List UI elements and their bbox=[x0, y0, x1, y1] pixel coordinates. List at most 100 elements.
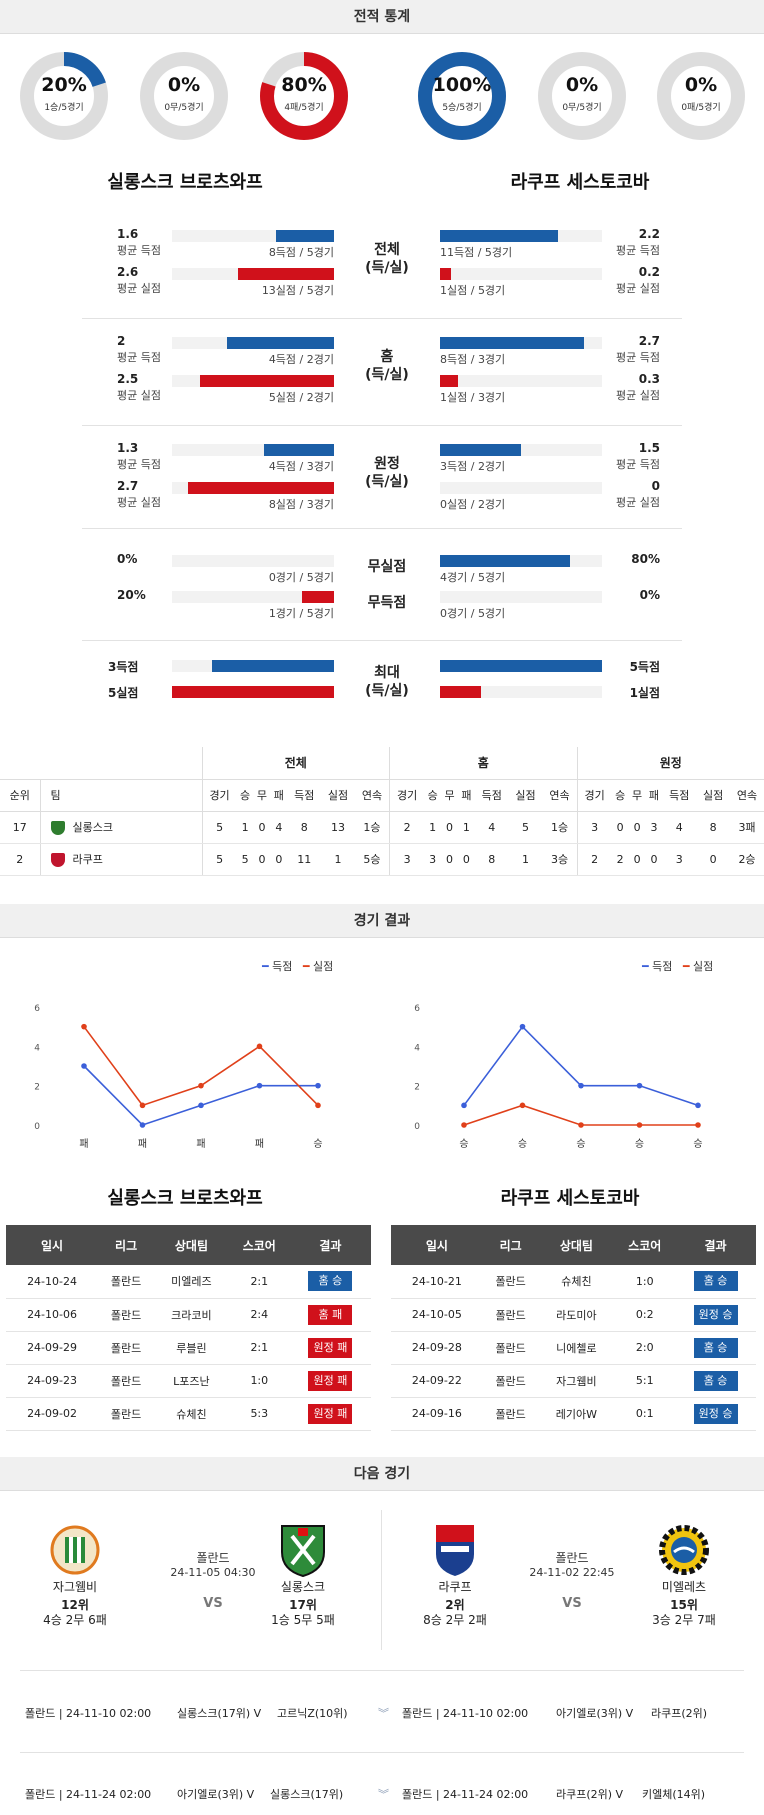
results-row[interactable]: 24-09-22 폴란드 자그웸비 5:1 홈 승 bbox=[391, 1364, 756, 1398]
stat-label: 평균 득점 bbox=[616, 244, 660, 257]
result-badge: 원정 패 bbox=[308, 1403, 353, 1424]
stat-bar bbox=[440, 444, 521, 456]
conceded-point bbox=[461, 1122, 467, 1128]
result-opp: 레기아W bbox=[538, 1397, 615, 1431]
x-tick-label: 승 bbox=[635, 1138, 644, 1150]
scored-point bbox=[695, 1102, 701, 1109]
results-row[interactable]: 24-09-02 폴란드 슈체친 5:3 원정 패 bbox=[6, 1397, 371, 1431]
results-row[interactable]: 24-09-23 폴란드 L포즈난 1:0 원정 패 bbox=[6, 1364, 371, 1398]
fixture-opponent: 고르닉Z(10위) bbox=[277, 1707, 348, 1720]
stat-label: 평균 득점 bbox=[117, 244, 161, 257]
next-left-vs: VS bbox=[203, 1596, 223, 1611]
col-header: 무 bbox=[628, 779, 646, 812]
stat-count: 4득점 / 3경기 bbox=[268, 460, 334, 473]
stat-cell: 3 bbox=[662, 843, 697, 876]
stat-cell: 3패 bbox=[730, 811, 764, 844]
col-header: 득점 bbox=[474, 779, 509, 812]
next-right-home-rank: 2위 bbox=[445, 1598, 465, 1612]
fixtures-divider bbox=[20, 1752, 744, 1753]
x-tick-label: 승 bbox=[313, 1138, 322, 1150]
standings-row[interactable]: 2 라쿠프 5 5 0 0 11 1 5승 3 3 0 0 8 1 3승 2 2 0 0 3 0 2승 bbox=[0, 843, 764, 876]
blank-header bbox=[0, 747, 40, 780]
stat-cell: 3 bbox=[576, 811, 612, 844]
result-score: 0:2 bbox=[614, 1298, 676, 1332]
results-row[interactable]: 24-09-28 폴란드 니에첼로 2:0 홈 승 bbox=[391, 1331, 756, 1365]
stat-cell: 3 bbox=[389, 843, 425, 876]
results-row[interactable]: 24-09-29 폴란드 루블린 2:1 원정 패 bbox=[6, 1331, 371, 1365]
stat-value: 0.3 bbox=[638, 372, 660, 386]
stat-count: 3득점 / 2경기 bbox=[440, 460, 506, 473]
stat-value: 2.7 bbox=[638, 334, 660, 348]
legend-scored-label: 득점 bbox=[272, 960, 293, 973]
stat-value: 2.2 bbox=[638, 227, 660, 241]
result-opp: 크라코비 bbox=[154, 1298, 229, 1332]
stat-value: 2.5 bbox=[117, 372, 139, 386]
next-right-home-record: 8승 2무 2패 bbox=[423, 1613, 487, 1627]
team-cell[interactable]: 실롱스크 bbox=[39, 811, 202, 844]
chart-legend-right: ━ 득점 ━ 실점 bbox=[642, 958, 713, 974]
result-cell: 원정 패 bbox=[289, 1397, 371, 1431]
stat-group-sublabel: (득/실) bbox=[365, 367, 409, 383]
rank: 17 bbox=[0, 811, 40, 844]
rank-header: 순위 bbox=[0, 779, 40, 812]
col-header: 패 bbox=[270, 779, 288, 812]
stat-count: 0경기 / 5경기 bbox=[268, 571, 334, 584]
conceded-point bbox=[519, 1102, 526, 1109]
chevron-down-icon[interactable]: ︾ bbox=[378, 1788, 389, 1801]
stat-label: 평균 실점 bbox=[117, 389, 161, 402]
stat-count: 11득점 / 5경기 bbox=[440, 246, 513, 259]
stat-value: 1.3 bbox=[117, 441, 139, 455]
results-row[interactable]: 24-10-21 폴란드 슈체친 1:0 홈 승 bbox=[391, 1265, 756, 1299]
stat-cell: 11 bbox=[287, 843, 322, 876]
stat-bar bbox=[440, 375, 458, 387]
stat-cell: 5 bbox=[201, 843, 237, 876]
crest-stal-mielec-icon bbox=[658, 1524, 710, 1579]
donut-percent: 0% bbox=[167, 74, 201, 96]
fixture-meta: 폴란드 | 24-11-10 02:00 bbox=[402, 1707, 529, 1720]
result-opp: L포즈난 bbox=[154, 1364, 229, 1398]
results-row[interactable]: 24-10-24 폴란드 미엘레즈 2:1 홈 승 bbox=[6, 1265, 371, 1299]
stat-count: 0경기 / 5경기 bbox=[440, 607, 506, 620]
stat-group-label: 전체 bbox=[374, 242, 400, 258]
result-date: 24-09-28 bbox=[391, 1331, 483, 1365]
stat-cell: 4 bbox=[270, 811, 288, 844]
y-tick-label: 6 bbox=[414, 1004, 420, 1014]
x-tick-label: 승 bbox=[576, 1138, 585, 1150]
stat-cell: 3 bbox=[424, 843, 442, 876]
conceded-point bbox=[139, 1102, 146, 1109]
conceded-point bbox=[256, 1043, 263, 1050]
result-date: 24-09-29 bbox=[6, 1331, 99, 1365]
x-tick-label: 승 bbox=[518, 1138, 527, 1150]
stat-value: 0% bbox=[117, 552, 138, 566]
stat-value: 0 bbox=[651, 479, 660, 493]
results-row[interactable]: 24-09-16 폴란드 레기아W 0:1 원정 승 bbox=[391, 1397, 756, 1431]
y-tick-label: 4 bbox=[34, 1043, 40, 1053]
next-left-home-rank: 12위 bbox=[61, 1598, 89, 1612]
team-cell[interactable]: 라쿠프 bbox=[39, 843, 202, 876]
chevron-down-icon[interactable]: ︾ bbox=[378, 1707, 389, 1720]
stat-bar bbox=[172, 686, 334, 698]
stat-cell: 1 bbox=[508, 843, 543, 876]
result-opp: 미엘레즈 bbox=[154, 1265, 229, 1299]
donut-left-win: 20% 1승/5경기 bbox=[20, 52, 108, 140]
result-badge: 홈 승 bbox=[308, 1271, 353, 1292]
standings-row[interactable]: 17 실롱스크 5 1 0 4 8 13 1승 2 1 0 1 4 5 1승 3 0 0 3 4 8 3패 bbox=[0, 811, 764, 844]
stat-value: 1.6 bbox=[117, 227, 139, 241]
y-tick-label: 2 bbox=[414, 1083, 420, 1093]
col-header: 경기 bbox=[389, 779, 425, 812]
result-score: 2:1 bbox=[228, 1331, 290, 1365]
donut-right-draw: 0% 0무/5경기 bbox=[538, 52, 626, 140]
result-date: 24-09-22 bbox=[391, 1364, 483, 1398]
right-team-title: 라쿠프 세스토코바 bbox=[510, 172, 650, 193]
results-col-header: 리그 bbox=[482, 1225, 539, 1265]
bar-track bbox=[172, 555, 334, 567]
fixture-opponent: 라쿠프(2위) bbox=[651, 1707, 708, 1720]
conceded-point bbox=[198, 1082, 204, 1089]
results-row[interactable]: 24-10-06 폴란드 크라코비 2:4 홈 패 bbox=[6, 1298, 371, 1332]
stat-cell: 0 bbox=[645, 843, 663, 876]
donut-percent: 0% bbox=[565, 74, 599, 96]
conceded-line bbox=[83, 1026, 319, 1107]
bar-track bbox=[440, 268, 602, 280]
results-row[interactable]: 24-10-05 폴란드 라도미아 0:2 원정 승 bbox=[391, 1298, 756, 1332]
team-crest-icon bbox=[50, 821, 65, 835]
